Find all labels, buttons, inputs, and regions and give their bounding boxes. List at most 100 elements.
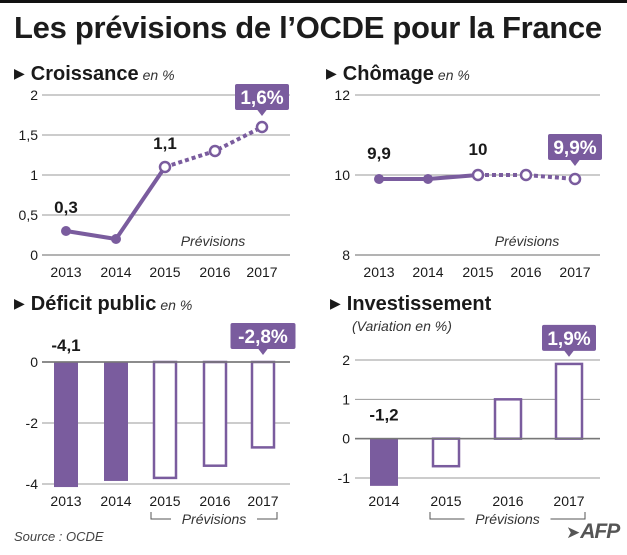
bar-forecast xyxy=(250,360,276,449)
data-point-forecast xyxy=(568,172,582,186)
data-label: 9,9 xyxy=(367,144,391,163)
data-point-actual xyxy=(374,174,384,184)
highlight-label: 1,9% xyxy=(547,329,590,350)
x-tick-label: 2015 xyxy=(430,493,461,509)
panel-unit: en % xyxy=(142,67,175,83)
bar-forecast xyxy=(493,398,523,440)
x-tick-label: 2013 xyxy=(363,264,394,280)
x-tick-label: 2014 xyxy=(100,493,131,509)
y-tick-label: 8 xyxy=(342,247,350,263)
highlight-badge xyxy=(230,323,296,349)
panel-title-text: Croissance xyxy=(30,63,139,85)
panel-title-text: Investissement xyxy=(346,293,492,315)
y-tick-label: -4 xyxy=(26,476,39,492)
badge-pointer xyxy=(564,350,574,357)
panel-title-investissement: ▶ Investissement xyxy=(330,293,491,316)
x-tick-label: 2016 xyxy=(199,264,230,280)
x-tick-label: 2016 xyxy=(199,493,230,509)
bracket-label: Prévisions xyxy=(182,511,247,527)
y-tick-label: 12 xyxy=(334,87,350,103)
x-tick-label: 2017 xyxy=(247,493,278,509)
bar-forecast xyxy=(202,360,228,467)
data-label: -4,1 xyxy=(51,336,80,355)
badge-pointer xyxy=(257,109,267,116)
bar-actual xyxy=(54,362,78,488)
logo-text: AFP xyxy=(580,520,620,543)
data-point-forecast xyxy=(255,120,269,134)
bar-actual xyxy=(104,362,128,481)
x-tick-label: 2017 xyxy=(553,493,584,509)
top-rule xyxy=(0,0,627,3)
highlight-label: 9,9% xyxy=(553,138,596,159)
highlight-badge xyxy=(235,84,289,110)
panel-title-chomage: ▶ Chômage en % xyxy=(326,63,470,86)
badge-pointer xyxy=(258,348,268,355)
data-label: -1,2 xyxy=(369,406,398,425)
highlight-label: 1,6% xyxy=(240,88,283,109)
data-point-forecast xyxy=(471,168,485,182)
y-tick-label: 0 xyxy=(342,431,350,447)
highlight-badge xyxy=(548,134,602,160)
source-note: Source : OCDE xyxy=(14,529,104,544)
bracket-left xyxy=(429,512,465,520)
panel-unit: en % xyxy=(437,67,470,83)
panel-unit: en % xyxy=(160,297,193,313)
data-point-actual xyxy=(61,226,71,236)
y-tick-label: 0 xyxy=(30,354,38,370)
x-tick-label: 2015 xyxy=(462,264,493,280)
y-tick-label: 10 xyxy=(334,167,350,183)
x-tick-label: 2016 xyxy=(510,264,541,280)
panel-subtitle-investissement: (Variation en %) xyxy=(352,318,452,334)
panel-title-text: Déficit public xyxy=(30,293,157,315)
x-tick-label: 2014 xyxy=(100,264,131,280)
bracket-right xyxy=(550,512,586,520)
y-tick-label: 0,5 xyxy=(19,207,39,223)
badge-pointer xyxy=(570,159,580,166)
data-point-forecast xyxy=(158,160,172,174)
data-label: 0,3 xyxy=(54,198,78,217)
afp-logo: ➤AFP xyxy=(566,520,620,544)
forecast-annotation: Prévisions xyxy=(181,233,246,249)
data-point-actual xyxy=(111,234,121,244)
triangle-icon: ▶ xyxy=(14,295,25,311)
x-tick-label: 2015 xyxy=(149,493,180,509)
bracket-label: Prévisions xyxy=(475,511,540,527)
panel-title-deficit: ▶ Déficit public en % xyxy=(14,293,192,316)
x-tick-label: 2015 xyxy=(149,264,180,280)
bracket-left xyxy=(150,512,171,520)
data-point-forecast xyxy=(208,144,222,158)
logo-arrow-icon: ➤ xyxy=(566,523,580,542)
x-tick-label: 2013 xyxy=(50,493,81,509)
y-tick-label: 2 xyxy=(30,87,38,103)
panel-title-croissance: ▶ Croissance en % xyxy=(14,63,175,86)
x-tick-label: 2017 xyxy=(246,264,277,280)
highlight-label: -2,8% xyxy=(238,327,288,348)
x-tick-label: 2017 xyxy=(559,264,590,280)
series-line-forecast xyxy=(478,173,576,181)
x-tick-label: 2014 xyxy=(412,264,443,280)
series-line-actual xyxy=(65,165,167,241)
y-tick-label: 2 xyxy=(342,352,350,368)
highlight-badge xyxy=(542,324,596,351)
triangle-icon: ▶ xyxy=(14,65,25,81)
triangle-icon: ▶ xyxy=(326,65,337,81)
x-tick-label: 2016 xyxy=(492,493,523,509)
y-tick-label: -2 xyxy=(26,415,39,431)
y-tick-label: 0 xyxy=(30,247,38,263)
data-point-actual xyxy=(423,174,433,184)
y-tick-label: 1 xyxy=(342,391,350,407)
bar-forecast xyxy=(431,437,461,468)
page-title: Les prévisions de l’OCDE pour la France xyxy=(14,10,602,45)
triangle-icon: ▶ xyxy=(330,295,341,311)
bar-forecast xyxy=(554,362,584,440)
panel-title-text: Chômage xyxy=(342,63,434,85)
bracket-right xyxy=(257,512,278,520)
y-tick-label: -1 xyxy=(338,470,351,486)
x-tick-label: 2014 xyxy=(368,493,399,509)
bar-forecast xyxy=(152,360,178,480)
x-tick-label: 2013 xyxy=(50,264,81,280)
forecast-annotation: Prévisions xyxy=(495,233,560,249)
data-point-forecast xyxy=(519,168,533,182)
bar-actual xyxy=(370,438,398,486)
